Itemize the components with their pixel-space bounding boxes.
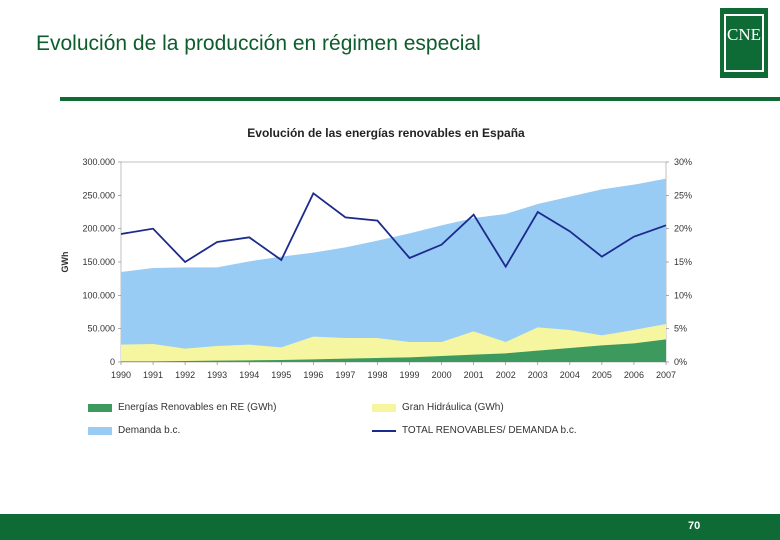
legend-label-demand: Demanda b.c. xyxy=(118,425,181,436)
legend-swatch-demand xyxy=(88,426,112,435)
chart-title-wrap: Evolución de las energías renovables en … xyxy=(0,126,780,140)
x-tick-label: 2006 xyxy=(624,370,644,380)
x-tick-label: 2005 xyxy=(592,370,612,380)
area-series-2 xyxy=(121,339,666,362)
x-tick-label: 1993 xyxy=(207,370,227,380)
x-tick-label: 1991 xyxy=(143,370,163,380)
y-tick-label: 100.000 xyxy=(82,290,115,300)
legend-label-ratio: TOTAL RENOVABLES/ DEMANDA b.c. xyxy=(402,425,577,436)
y-tick-label: 200.000 xyxy=(82,224,115,234)
y2-tick-label: 15% xyxy=(674,257,692,267)
y-axis-label: GWh xyxy=(60,252,70,273)
x-tick-label: 1990 xyxy=(111,370,131,380)
y2-tick-label: 20% xyxy=(674,224,692,234)
legend-swatch-hydro xyxy=(372,403,396,412)
page-number: 70 xyxy=(688,520,701,532)
y2-tick-label: 30% xyxy=(674,157,692,167)
footer-bar: 70 xyxy=(0,514,780,540)
legend-item-re: Energías Renovables en RE (GWh) xyxy=(88,402,276,413)
y-tick-label: 150.000 xyxy=(82,257,115,267)
x-tick-label: 1992 xyxy=(175,370,195,380)
cne-logo: CNE xyxy=(720,8,768,78)
x-tick-label: 2003 xyxy=(528,370,548,380)
x-tick-label: 1994 xyxy=(239,370,259,380)
chart-legend: Energías Renovables en RE (GWh) Gran Hid… xyxy=(88,398,608,438)
y-tick-label: 50.000 xyxy=(87,324,115,334)
legend-label-hydro: Gran Hidráulica (GWh) xyxy=(402,402,504,413)
legend-item-ratio: TOTAL RENOVABLES/ DEMANDA b.c. xyxy=(372,425,577,436)
line-series-ratio xyxy=(120,191,667,269)
x-tick-label: 2002 xyxy=(496,370,516,380)
x-tick-label: 1995 xyxy=(271,370,291,380)
y-tick-label: 300.000 xyxy=(82,157,115,167)
legend-swatch-ratio xyxy=(372,429,396,432)
slide-title: Evolución de la producción en régimen es… xyxy=(36,32,481,55)
y2-tick-label: 0% xyxy=(674,357,687,367)
chart-title: Evolución de las energías renovables en … xyxy=(247,126,525,140)
x-tick-label: 2001 xyxy=(464,370,484,380)
x-tick-label: 2000 xyxy=(432,370,452,380)
x-tick-label: 1997 xyxy=(335,370,355,380)
y-tick-label: 0 xyxy=(110,357,115,367)
legend-swatch-re xyxy=(88,403,112,412)
x-tick-label: 2007 xyxy=(656,370,676,380)
y2-tick-label: 25% xyxy=(674,190,692,200)
title-divider xyxy=(60,97,780,101)
y-tick-label: 250.000 xyxy=(82,190,115,200)
legend-label-re: Energías Renovables en RE (GWh) xyxy=(118,402,277,413)
y2-tick-label: 10% xyxy=(674,290,692,300)
logo-text: CNE xyxy=(724,14,764,72)
x-tick-label: 1996 xyxy=(303,370,323,380)
legend-item-hydro: Gran Hidráulica (GWh) xyxy=(372,402,504,413)
x-tick-label: 1999 xyxy=(400,370,420,380)
x-tick-label: 1998 xyxy=(367,370,387,380)
x-tick-label: 2004 xyxy=(560,370,580,380)
renewables-chart: 0 50.000 100.000 150.000 200.000 250.000 300.0… xyxy=(60,157,692,380)
y2-tick-label: 5% xyxy=(674,324,687,334)
legend-item-demand: Demanda b.c. xyxy=(88,425,180,436)
